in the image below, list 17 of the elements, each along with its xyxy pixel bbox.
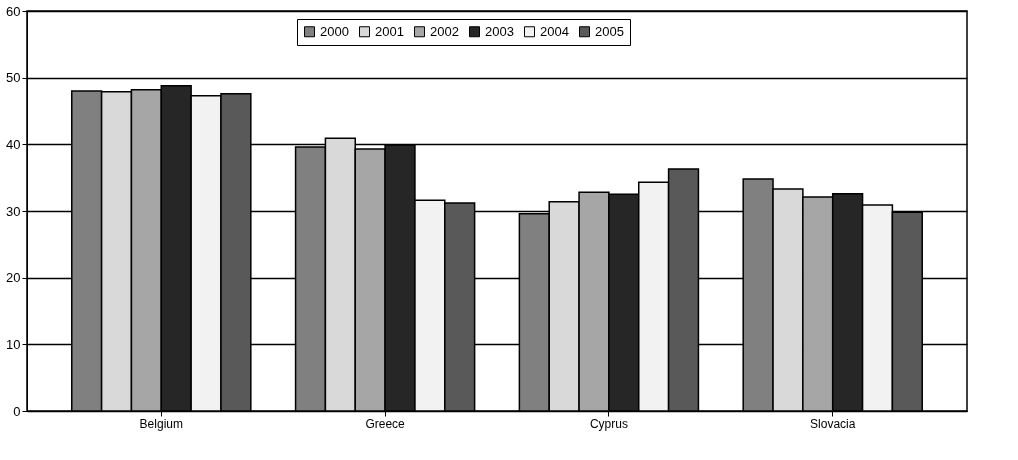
- legend-label: 2001: [375, 23, 404, 39]
- legend-label: 2003: [485, 23, 514, 39]
- legend-label: 2005: [595, 23, 624, 39]
- y-tick-label: 40: [6, 136, 21, 152]
- y-tick-label: 0: [13, 403, 21, 419]
- x-tick-label: Greece: [365, 416, 406, 431]
- y-tick-label: 30: [6, 203, 21, 219]
- y-tick-label: 50: [6, 70, 21, 86]
- legend-label: 2002: [430, 23, 459, 39]
- y-tick-label: 20: [6, 270, 21, 286]
- y-tick-label: 60: [6, 3, 21, 19]
- legend-label: 2004: [540, 23, 569, 39]
- y-tick-label: 10: [6, 336, 21, 352]
- x-tick-label: Slovacia: [810, 416, 856, 431]
- x-tick-label: Cyprus: [589, 416, 628, 431]
- x-tick-label: Belgium: [139, 416, 183, 431]
- legend-label: 2000: [320, 23, 349, 39]
